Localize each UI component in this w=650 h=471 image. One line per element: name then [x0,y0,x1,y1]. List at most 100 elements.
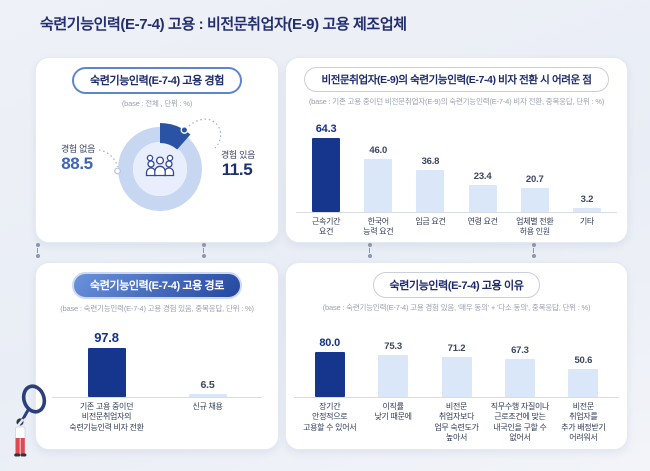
panel-title-employment-experience: 숙련기능인력(E-7-4) 고용 경험 [72,67,242,94]
bar [468,185,497,212]
bar-label: 연령 요건 [467,217,498,226]
leader-dot-open [114,167,121,175]
donut-label-experience-none: 경험 없음 [60,144,96,154]
bar [314,352,345,397]
bar-label: 기타 [579,217,594,226]
magnifier-person-illustration [14,384,47,457]
magnifier-lens-icon [21,384,47,414]
bar [572,208,601,212]
bar [87,348,126,397]
bar [568,368,599,397]
bar-column: 3.2 기타 [561,90,613,227]
bar-label: 임금 요건 [415,217,446,226]
person-pants-left [15,438,20,454]
bar-stack: 50.6 [568,335,599,397]
base-note-employment-experience: (base : 전체 , 단위 : %) [121,99,193,108]
bar-column: 75.3 이직률 낮기 때문에 [361,335,424,423]
bar [378,354,409,397]
bar [188,393,227,397]
bar-stack: 80.0 [314,335,345,397]
bar-value: 20.7 [525,174,544,186]
bar-stack: 97.8 [87,329,126,397]
chart-baseline [52,397,262,398]
panel-connector-icon [366,243,373,258]
magnifier-handle [21,409,29,421]
bar-stack: 75.3 [378,335,409,397]
panel-connector-icon [34,243,41,258]
donut-chart [98,118,222,211]
donut-value-experience-none: 88.5 [61,154,93,173]
bar-stack: 71.2 [441,335,472,397]
bar-column: 46.0 한국어 능력 요건 [352,90,404,238]
base-note-employment-reasons: (base : 숙련기능인력(E-7-4) 고용 경험 있음, '매우 동의' … [322,303,591,312]
bar-value: 64.3 [315,123,337,136]
bar-column: 80.0 장기간 안정적으로 고용할 수 있어서 [298,335,361,433]
bar-value: 67.3 [511,345,529,357]
bar-value: 23.4 [473,171,492,183]
bar-column: 36.8 임금 요건 [404,90,456,227]
bar-value: 6.5 [200,378,215,391]
bar-label: 한국어 능력 요건 [363,217,394,237]
bar-label: 장기간 안정적으로 고용할 수 있어서 [303,402,357,432]
panel-title-employment-reasons: 숙련기능인력(E-7-4) 고용 이유 [372,272,541,298]
bar [312,138,341,212]
bar-column: 50.6 비전문 취업자를 추가 배정받기 어려워서 [552,335,615,444]
bar-value: 46.0 [369,145,388,157]
bar-stack: 23.4 [468,90,497,212]
bar-value: 36.8 [421,155,440,167]
bar-label: 직무수행 자질이나 근로조건에 맞는 내국인을 구할 수 없어서 [490,402,550,443]
bar-value: 50.6 [574,354,593,366]
bar-label: 비전문 취업자를 추가 배정받기 어려워서 [561,402,606,443]
bar-column: 71.2 비전문 취업자보다 업무 숙련도가 높아서 [425,335,488,444]
bar-value: 71.2 [447,343,466,355]
bar-chart-difficulties: 64.3 근속기간 요건 46.0 한국어 능력 요건 36.8 임금 요건 23.4 연령 … [296,90,617,238]
chart-baseline [294,397,619,398]
bar-value: 75.3 [384,340,402,352]
bar-stack: 36.8 [416,90,445,212]
base-note-visa-transition-difficulties: (base : 기존 고용 중이던 비전문취업자(E-9)의 숙련기능인력(E-… [308,97,605,106]
panel-title-employment-path: 숙련기능인력(E-7-4) 고용 경로 [72,272,242,299]
bar [364,159,393,212]
people-group-icon [145,154,175,177]
panel-title-visa-transition-difficulties: 비전문취업자(E-9)의 숙련기능인력(E-7-4) 비자 전환 시 어려운 점 [304,67,609,92]
bar-value: 3.2 [580,194,594,206]
panel-employment-experience: 숙련기능인력(E-7-4) 고용 경험 (base : 전체 , 단위 : %)… [35,57,279,243]
donut-value-experience-yes: 11.5 [221,160,253,179]
panel-connector-icon [200,243,207,258]
page-title: 숙련기능인력(E-7-4) 고용 : 비전문취업자(E-9) 고용 제조업체 [40,16,407,33]
bar-stack: 64.3 [312,90,341,212]
bar-column: 20.7 업체별 전환 허용 인원 [509,90,561,238]
chart-baseline [296,212,617,213]
bar-chart-employment-path: 97.8 기존 고용 중이던 비전문취업자의 숙련기능인력 비자 전환 6.5 신규 … [52,329,262,433]
bar-label: 기존 고용 중이던 비전문취업자의 숙련기능인력 비자 전환 [69,402,144,432]
bar-stack: 67.3 [504,335,535,397]
bar-column: 97.8 기존 고용 중이던 비전문취업자의 숙련기능인력 비자 전환 [56,329,157,433]
person-shoe-left [14,453,21,457]
bar-label: 근속기간 요건 [311,217,341,237]
bar [416,169,445,212]
bar-chart-employment-reasons: 80.0 장기간 안정적으로 고용할 수 있어서 75.3 이직률 낮기 때문에 71.… [294,335,619,444]
bar-stack: 46.0 [364,90,393,212]
bar-column: 23.4 연령 요건 [457,90,509,227]
bar-column: 64.3 근속기간 요건 [300,90,352,238]
bar-label: 신규 채용 [192,402,223,411]
panel-visa-transition-difficulties: 비전문취업자(E-9)의 숙련기능인력(E-7-4) 비자 전환 시 어려운 점… [285,57,628,243]
bar-column: 67.3 직무수행 자질이나 근로조건에 맞는 내국인을 구할 수 없어서 [488,335,551,444]
bar-stack: 20.7 [520,90,549,212]
bar [520,188,549,212]
bar-label: 비전문 취업자보다 업무 숙련도가 높아서 [434,402,479,443]
bar-label: 이직률 낮기 때문에 [374,402,412,422]
leader-dot-filled [180,126,189,134]
bar-column: 6.5 신규 채용 [157,329,258,412]
person-shoe-right [20,453,27,457]
panel-connector-icon [530,243,537,258]
bar-stack: 3.2 [572,90,601,212]
bar [441,357,472,397]
bar-value: 97.8 [94,330,119,346]
panel-employment-reasons: 숙련기능인력(E-7-4) 고용 이유 (base : 숙련기능인력(E-7-4… [285,262,628,450]
donut-label-experience-yes: 경험 있음 [220,150,256,160]
leader-line-right [188,118,222,149]
bar-value: 80.0 [319,337,340,350]
bar-label: 업체별 전환 허용 인원 [516,217,554,237]
